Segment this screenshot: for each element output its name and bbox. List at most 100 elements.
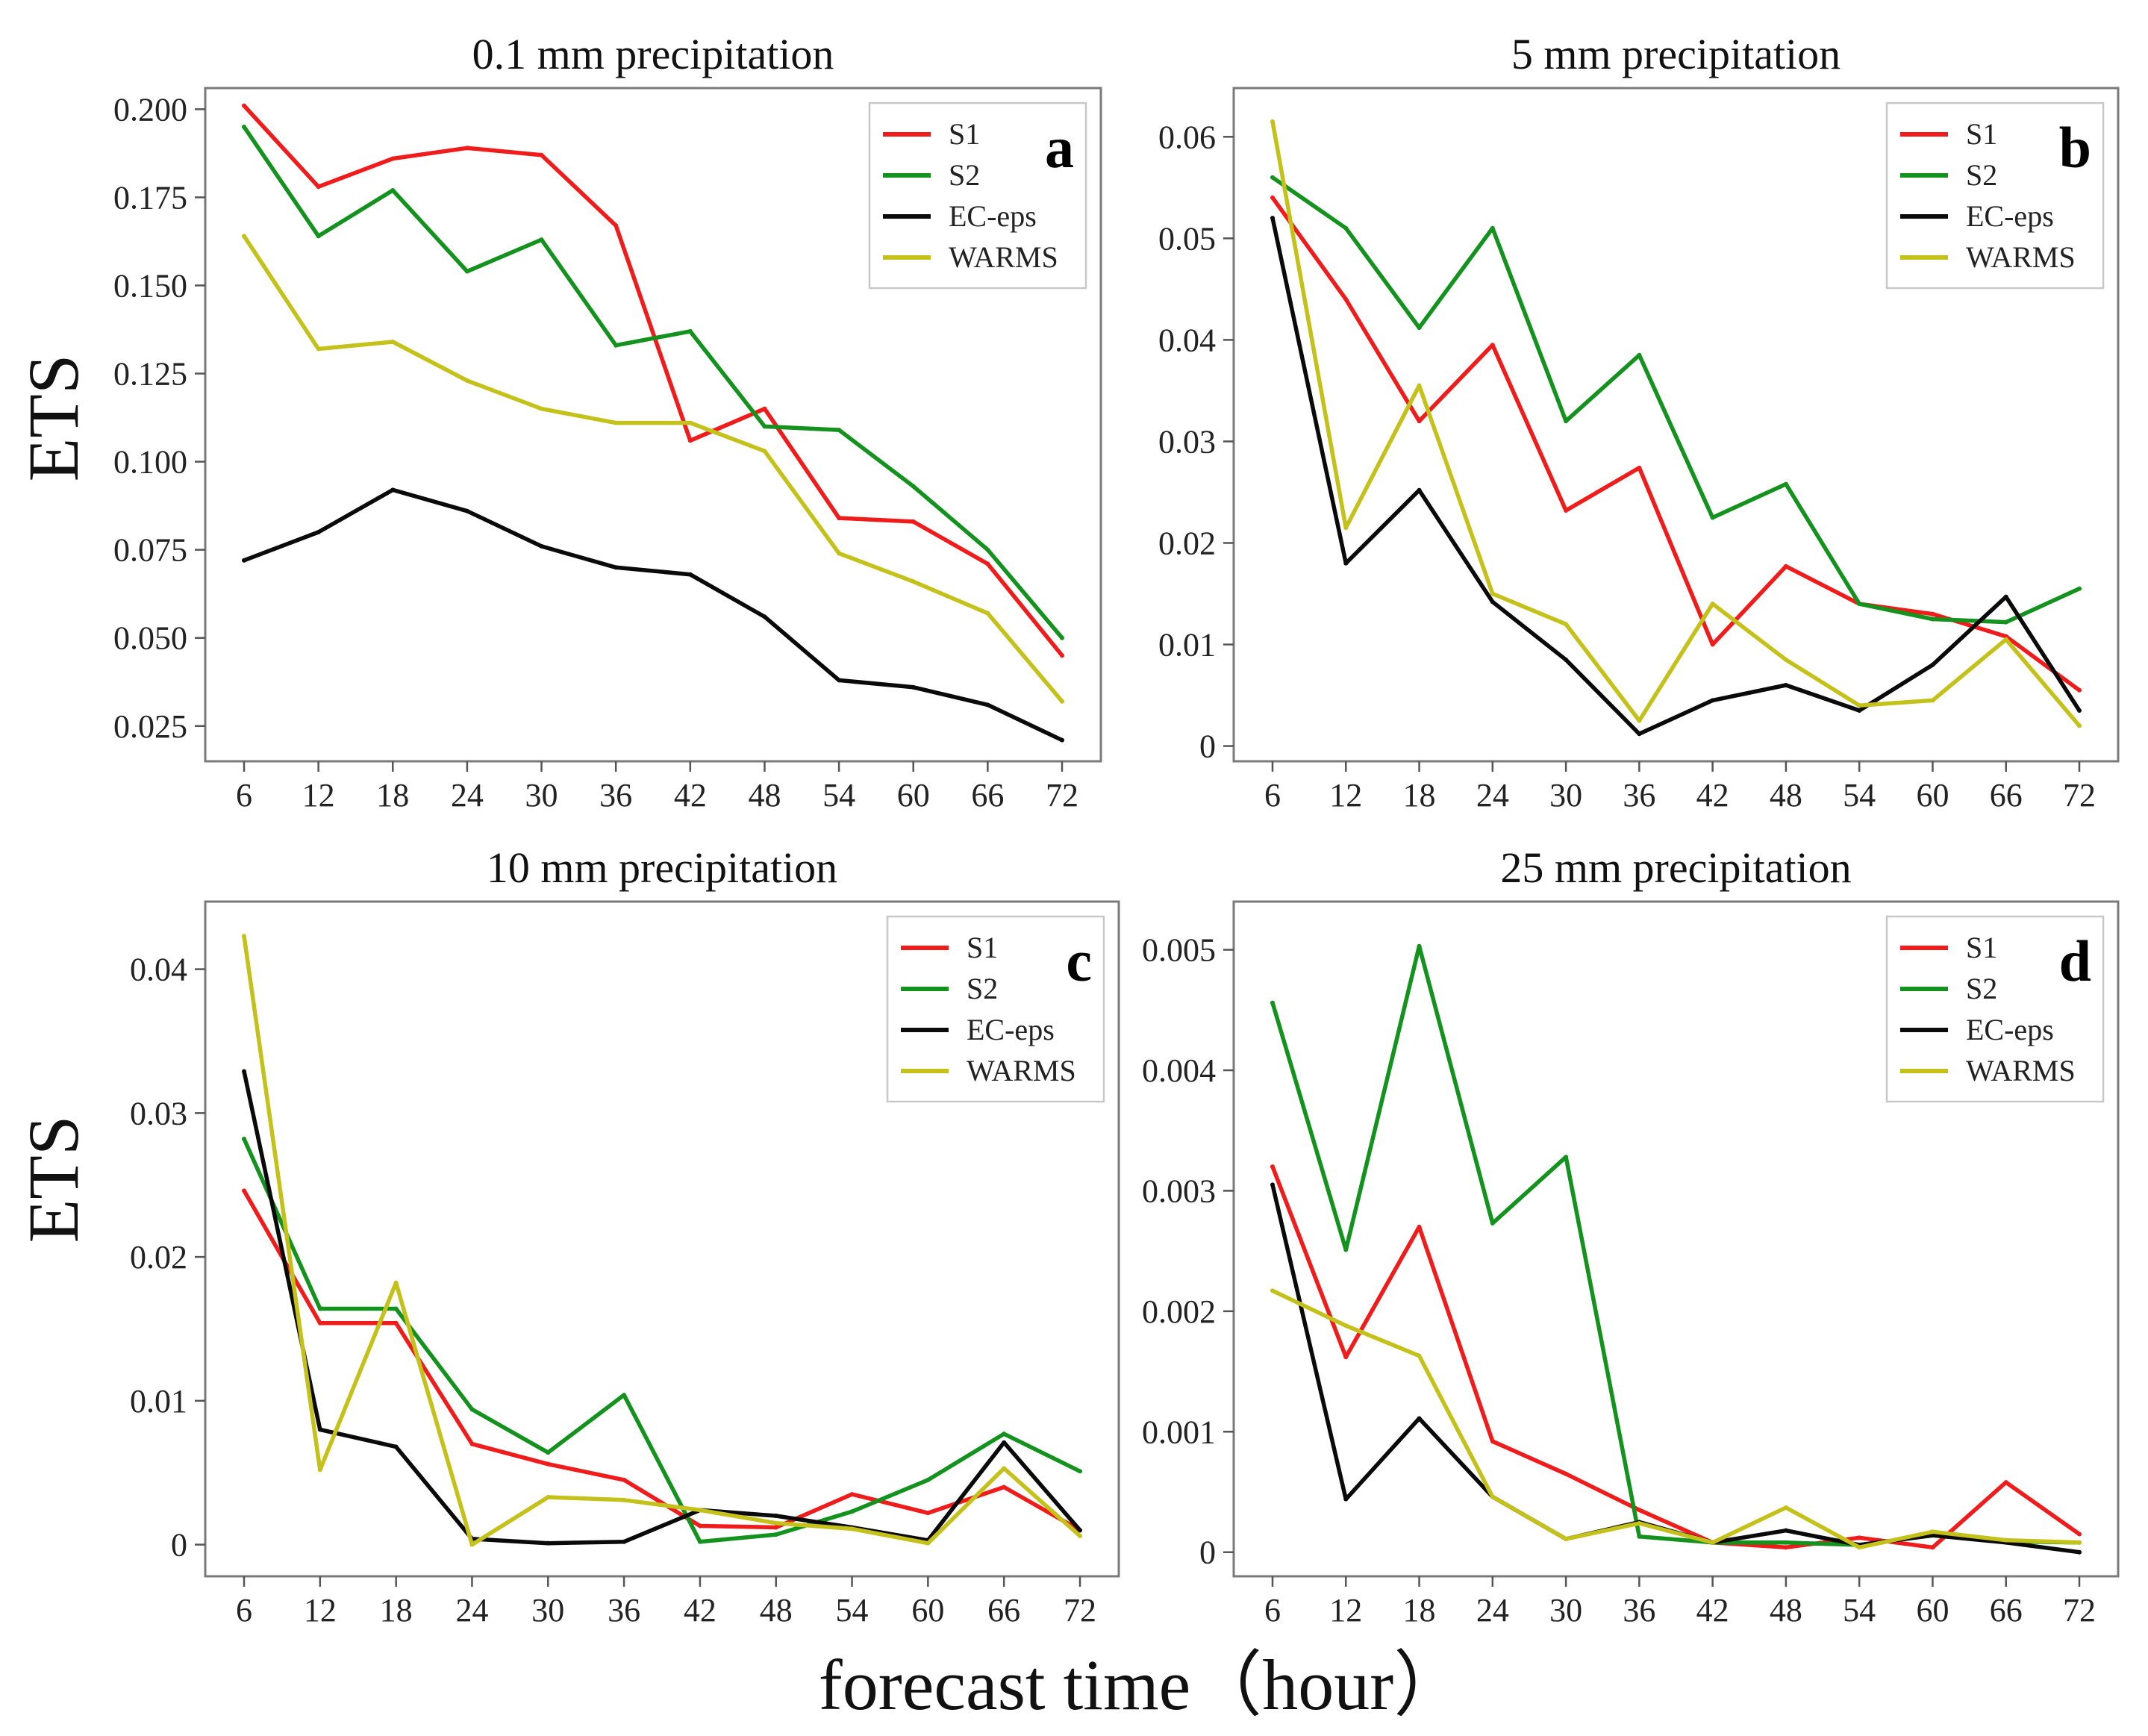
y-tick-label-a: 0.175: [113, 179, 187, 216]
data-point-s1-d: [1490, 1439, 1495, 1444]
data-point-warms-d: [1783, 1505, 1788, 1510]
x-tick-label-b: 72: [2063, 777, 2096, 814]
data-point-warms-a: [539, 406, 544, 411]
x-tick-label-d: 48: [1770, 1592, 1802, 1629]
data-point-s2-b: [2003, 619, 2008, 625]
data-point-s1-b: [1417, 419, 1422, 424]
x-tick-label-b: 42: [1696, 777, 1729, 814]
data-point-warms-b: [1637, 718, 1642, 723]
data-point-ec-eps-b: [1490, 599, 1495, 605]
data-point-s1-d: [1270, 1164, 1275, 1170]
data-point-warms-b: [2077, 723, 2082, 728]
data-point-ec-eps-b: [1710, 698, 1715, 703]
y-tick-label-c: 0.02: [130, 1239, 187, 1276]
data-point-warms-a: [1060, 699, 1064, 704]
data-point-warms-d: [1637, 1520, 1642, 1526]
data-point-warms-a: [687, 420, 693, 425]
data-point-s2-b: [1857, 602, 1862, 607]
y-tick-label-d: 0.001: [1142, 1414, 1216, 1450]
data-point-s1-b: [1783, 563, 1788, 569]
data-point-s2-b: [2077, 586, 2082, 591]
data-point-s1-d: [1637, 1508, 1642, 1513]
data-point-warms-d: [1857, 1545, 1862, 1550]
x-tick-label-b: 48: [1770, 777, 1802, 814]
data-point-ec-eps-a: [837, 678, 842, 683]
panel-d: 25 mm precipitation 0 0.001 0.002 0.003 0.004…: [1142, 843, 2120, 1629]
data-point-ec-eps-c: [242, 1069, 246, 1074]
y-tick-label-b: 0.05: [1158, 220, 1216, 257]
data-point-s2-c: [1078, 1469, 1082, 1474]
data-point-warms-c: [1002, 1466, 1007, 1471]
series-line-s1-a: [242, 103, 1064, 658]
plot-frame-d: [1232, 900, 2120, 1578]
data-point-s2-a: [985, 547, 990, 552]
data-point-warms-c: [1078, 1534, 1082, 1539]
data-point-ec-eps-d: [1417, 1416, 1422, 1421]
legend-label-warms: WARMS: [1966, 240, 2076, 274]
data-point-s2-c: [697, 1539, 702, 1544]
data-point-s1-a: [1060, 653, 1064, 658]
data-point-s2-c: [773, 1532, 778, 1537]
data-point-s1-b: [1930, 611, 1935, 616]
data-point-ec-eps-a: [985, 702, 990, 708]
data-point-s1-d: [1564, 1471, 1569, 1476]
data-point-warms-c: [469, 1542, 475, 1547]
data-point-warms-b: [1417, 383, 1422, 388]
x-tick-label-a: 72: [1046, 777, 1078, 814]
data-point-ec-eps-b: [1637, 731, 1642, 737]
data-point-warms-c: [546, 1494, 551, 1499]
data-point-s2-a: [762, 424, 767, 429]
data-point-s1-a: [242, 103, 246, 108]
data-point-s2-d: [1490, 1221, 1495, 1226]
data-point-warms-b: [1857, 703, 1862, 708]
data-point-s1-c: [469, 1441, 475, 1446]
data-point-s2-a: [539, 237, 544, 243]
data-point-s2-d: [1343, 1247, 1349, 1252]
legend-c: S1 S2 EC-eps WARMS: [886, 915, 1105, 1103]
data-point-warms-b: [1343, 525, 1349, 531]
y-tick-label-a: 0.100: [113, 444, 187, 481]
data-point-ec-eps-a: [464, 508, 469, 513]
data-point-s1-b: [2077, 687, 2082, 693]
y-tick-label-c: 0.03: [130, 1095, 187, 1131]
x-tick-label-c: 60: [911, 1592, 944, 1629]
y-tick-label-a: 0.200: [113, 91, 187, 128]
data-point-s2-a: [316, 234, 321, 239]
x-tick-label-b: 30: [1549, 777, 1582, 814]
data-point-s2-b: [1490, 225, 1495, 231]
data-point-ec-eps-d: [1343, 1496, 1349, 1502]
x-tick-label-b: 66: [1990, 777, 2023, 814]
x-tick-label-c: 24: [455, 1592, 488, 1629]
x-tick-label-d: 18: [1403, 1592, 1436, 1629]
x-tick-label-d: 12: [1329, 1592, 1362, 1629]
y-tick-label-b: 0.03: [1158, 423, 1216, 460]
x-tick-label-a: 54: [822, 777, 855, 814]
data-point-ec-eps-b: [1857, 708, 1862, 713]
panel-a: 0.1 mm precipitation 0.025 0.050 0.075 0.100…: [113, 30, 1102, 814]
data-point-warms-b: [1783, 657, 1788, 662]
data-point-warms-d: [1710, 1540, 1715, 1545]
legend-label-ec-eps: EC-eps: [1966, 1013, 2054, 1046]
data-point-s2-a: [464, 269, 469, 274]
y-tick-label-d: 0.004: [1142, 1052, 1216, 1089]
plot-frame-a: [204, 87, 1102, 763]
x-tick-label-a: 24: [451, 777, 484, 814]
data-point-s1-a: [539, 152, 544, 157]
y-tick-label-d: 0: [1199, 1534, 1216, 1571]
data-point-s2-d: [1564, 1155, 1569, 1160]
data-point-warms-b: [1270, 119, 1275, 124]
legend-label-s2: S2: [1966, 158, 1997, 192]
data-point-s1-c: [697, 1523, 702, 1529]
x-tick-label-d: 30: [1549, 1592, 1582, 1629]
panel-letter-d: d: [2059, 928, 2091, 993]
data-point-ec-eps-a: [539, 543, 544, 549]
x-tick-label-d: 72: [2063, 1592, 2096, 1629]
data-point-s2-c: [849, 1509, 855, 1514]
legend-label-ec-eps: EC-eps: [967, 1013, 1055, 1046]
data-point-s2-a: [1060, 635, 1064, 640]
data-point-ec-eps-b: [1930, 662, 1935, 667]
data-point-warms-c: [849, 1526, 855, 1532]
data-point-s2-b: [1417, 325, 1422, 331]
data-point-warms-a: [837, 551, 842, 556]
x-tick-label-b: 24: [1476, 777, 1509, 814]
